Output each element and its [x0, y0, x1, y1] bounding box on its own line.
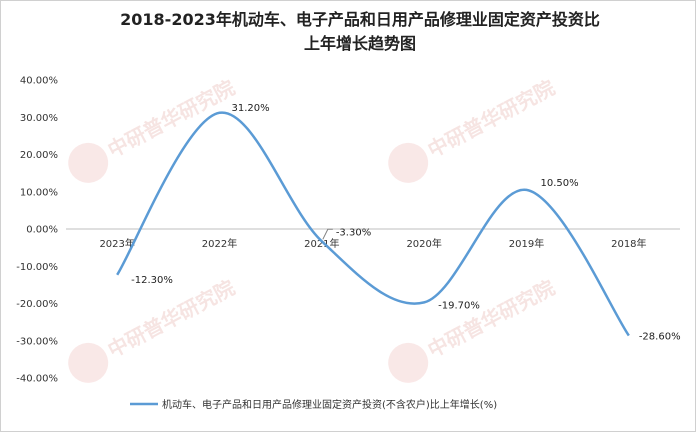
- data-label: 31.20%: [232, 103, 270, 114]
- data-label: -3.30%: [336, 227, 371, 238]
- chart-title: 2018-2023年机动车、电子产品和日用产品修理业固定资产投资比 上年增长趋势…: [60, 8, 660, 56]
- y-tick-label: -20.00%: [16, 299, 58, 310]
- legend-label: 机动车、电子产品和日用产品修理业固定资产投资(不含农户)比上年增长(%): [162, 398, 497, 411]
- data-labels: -12.30% 31.20% -3.30% -19.70% 10.50% -28.60%: [131, 103, 680, 343]
- y-tick-label: -30.00%: [16, 336, 58, 347]
- watermark-text: 中研普华研究院: [104, 275, 239, 362]
- x-tick-label: 2019年: [509, 237, 544, 250]
- y-tick-label: 30.00%: [20, 113, 58, 124]
- watermark-seal: [388, 342, 429, 383]
- watermark-1: 中研普华研究院: [388, 75, 559, 183]
- data-label: 10.50%: [541, 178, 579, 189]
- watermark-text: 中研普华研究院: [104, 75, 239, 162]
- y-tick-label: 0.00%: [26, 225, 58, 236]
- watermark-0: 中研普华研究院: [68, 75, 239, 183]
- y-tick-label: 40.00%: [20, 76, 58, 87]
- x-axis-ticks: 2023年 2022年 2021年 2020年 2019年 2018年: [99, 237, 646, 250]
- x-tick-label: 2022年: [202, 237, 237, 250]
- data-label: -19.70%: [438, 300, 480, 311]
- watermark-seal: [68, 342, 109, 383]
- legend: 机动车、电子产品和日用产品修理业固定资产投资(不含农户)比上年增长(%): [130, 398, 497, 411]
- watermark-3: 中研普华研究院: [388, 275, 559, 383]
- data-label: -28.60%: [639, 332, 681, 343]
- x-tick-label: 2023年: [99, 237, 134, 250]
- y-tick-label: -40.00%: [16, 374, 58, 385]
- x-tick-label: 2021年: [304, 237, 339, 250]
- y-tick-label: -10.00%: [16, 262, 58, 273]
- watermark-text: 中研普华研究院: [424, 75, 559, 162]
- watermark-seal: [388, 142, 429, 183]
- data-label: -12.30%: [131, 275, 173, 286]
- y-tick-label: 20.00%: [20, 150, 58, 161]
- x-tick-label: 2018年: [611, 237, 646, 250]
- series-line: [116, 111, 630, 337]
- y-axis-ticks: 40.00% 30.00% 20.00% 10.00% 0.00% -10.00% -20.…: [16, 76, 58, 385]
- watermark-2: 中研普华研究院: [68, 275, 239, 383]
- watermark-seal: [68, 142, 109, 183]
- chart-title-line2: 上年增长趋势图: [303, 34, 416, 53]
- chart-title-line1: 2018-2023年机动车、电子产品和日用产品修理业固定资产投资比: [120, 10, 600, 29]
- y-tick-label: 10.00%: [20, 187, 58, 198]
- x-tick-label: 2020年: [406, 237, 441, 250]
- data-label-leader: [322, 228, 333, 240]
